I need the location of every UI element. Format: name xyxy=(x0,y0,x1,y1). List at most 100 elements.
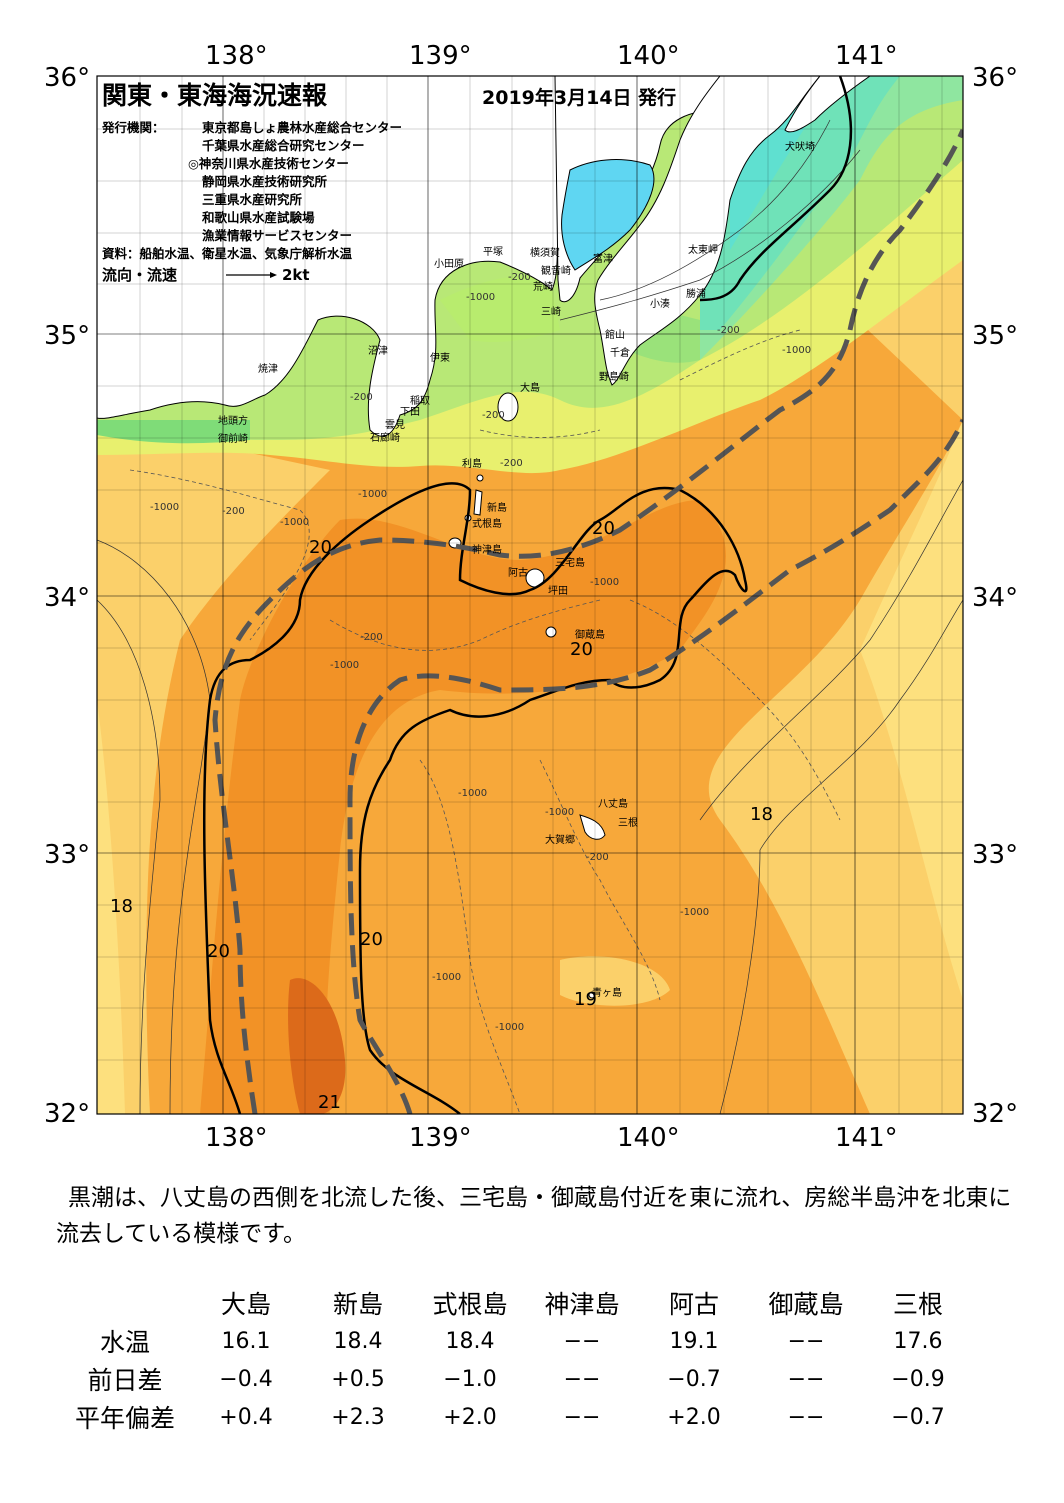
depth-label: -200 xyxy=(717,325,740,336)
data-source: 資料：船舶水温、衛星水温、気象庁解析水温 xyxy=(102,246,353,261)
place-names: 犬吠埼 太東岬 勝浦 小湊 富津 横須賀 観音崎 平塚 小田原 荒崎 三崎 館山… xyxy=(218,140,815,999)
depth-label: -1000 xyxy=(680,907,709,918)
place-label: 千倉 xyxy=(610,346,630,359)
place-label: 焼津 xyxy=(258,363,278,375)
place-label: 勝浦 xyxy=(686,287,706,300)
depth-label: -200 xyxy=(586,852,609,863)
place-label: 地頭方 xyxy=(218,414,248,427)
place-label: 平塚 xyxy=(483,246,503,258)
column-header: 阿古 xyxy=(668,1290,719,1319)
place-label: 観音崎 xyxy=(541,264,571,277)
publisher: 和歌山県水産試験場 xyxy=(201,210,315,225)
lat-label: 32° xyxy=(44,1099,90,1129)
table-cell: −0.7 xyxy=(667,1366,721,1392)
lat-label: 35° xyxy=(972,321,1018,351)
isotherm-label: 20 xyxy=(360,929,383,950)
place-label: 石廊崎 xyxy=(370,431,400,444)
row-header: 平年偏差 xyxy=(74,1404,175,1433)
depth-label: -1000 xyxy=(432,972,461,983)
latitude-labels-left: 36° 35° 34° 33° 32° xyxy=(44,63,90,1129)
place-label: 館山 xyxy=(605,328,625,341)
place-label: 八丈島 xyxy=(598,797,628,810)
place-label: 伊東 xyxy=(430,351,450,364)
place-label: 御蔵島 xyxy=(575,628,605,641)
publisher: ◎神奈川県水産技術センター xyxy=(188,156,349,171)
table-cell: −− xyxy=(787,1328,825,1354)
table-row: 前日差 −0.4 +0.5 −1.0 −− −0.7 −− −0.9 xyxy=(60,1360,974,1398)
place-label: 小湊 xyxy=(650,297,670,310)
flow-legend-label: 流向・流速 xyxy=(102,266,177,284)
place-label: 大島 xyxy=(520,381,540,394)
row-header: 水温 xyxy=(99,1328,150,1357)
place-label: 御前崎 xyxy=(218,432,248,445)
place-label: 式根島 xyxy=(472,517,502,530)
lon-label: 140° xyxy=(617,41,680,71)
isotherm-label: 20 xyxy=(207,941,230,962)
depth-label: -1000 xyxy=(495,1022,524,1033)
place-label: 稲取 xyxy=(410,395,430,407)
issue-date: 2019年3月14日 発行 xyxy=(482,86,676,109)
place-label: 利島 xyxy=(462,457,482,470)
row-header: 前日差 xyxy=(87,1366,163,1395)
table-cell: −− xyxy=(563,1328,601,1354)
depth-label: -1000 xyxy=(466,292,495,303)
lon-label: 141° xyxy=(835,41,898,71)
depth-label: -1000 xyxy=(545,807,574,818)
depth-label: -200 xyxy=(350,392,373,403)
column-header: 神津島 xyxy=(544,1290,620,1319)
publisher: 東京都島しょ農林水産総合センター xyxy=(202,120,402,135)
table-row: 平年偏差 +0.4 +2.3 +2.0 −− +2.0 −− −0.7 xyxy=(60,1398,974,1436)
depth-label: -1000 xyxy=(458,788,487,799)
lat-label: 34° xyxy=(972,583,1018,613)
table-cell: −− xyxy=(787,1404,825,1430)
table-cell: +0.4 xyxy=(219,1404,273,1430)
island-oshima xyxy=(497,392,519,422)
table-row: 水温 16.1 18.4 18.4 −− 19.1 −− 17.6 xyxy=(60,1322,974,1360)
place-label: 神津島 xyxy=(472,543,502,556)
table-cell: −− xyxy=(563,1404,601,1430)
table-cell: 18.4 xyxy=(445,1328,495,1354)
column-header: 式根島 xyxy=(432,1290,508,1319)
isotherm-label: 18 xyxy=(110,896,133,917)
table-cell: −0.7 xyxy=(891,1404,945,1430)
map-header: 関東・東海海況速報 2019年3月14日 発行 発行機関： 東京都島しょ農林水産… xyxy=(101,81,676,284)
map-title: 関東・東海海況速報 xyxy=(102,81,328,110)
place-label: 富津 xyxy=(593,252,613,265)
lon-label: 141° xyxy=(835,1123,898,1153)
depth-label: -1000 xyxy=(150,502,179,513)
publisher: 漁業情報サービスセンター xyxy=(202,228,352,243)
summary-paragraph: 黒潮は、八丈島の西側を北流した後、三宅島・御蔵島付近を東に流れ、房総半島沖を北東… xyxy=(56,1185,1012,1247)
lat-label: 35° xyxy=(44,321,90,351)
publisher: 静岡県水産技術研究所 xyxy=(202,174,328,189)
table-cell: 19.1 xyxy=(669,1328,719,1354)
table-cell: −− xyxy=(563,1366,601,1392)
land-boso xyxy=(594,76,821,386)
depth-label: -200 xyxy=(222,506,245,517)
isotherm-label: 18 xyxy=(750,804,773,825)
isotherm-label: 19 xyxy=(574,989,597,1010)
place-label: 犬吠埼 xyxy=(785,140,815,153)
island-mikurajima xyxy=(545,626,557,638)
publisher: 三重県水産研究所 xyxy=(202,192,303,207)
place-label: 小田原 xyxy=(434,258,464,270)
isotherm-labels: 20 20 20 18 18 20 20 19 21 xyxy=(110,518,773,1113)
place-label: 青ヶ島 xyxy=(592,986,622,999)
lat-label: 33° xyxy=(44,840,90,870)
temperature-field xyxy=(97,76,963,1114)
place-label: 三崎 xyxy=(541,305,561,318)
island-temperature-table: 大島 新島 式根島 神津島 阿古 御蔵島 三根 水温 16.1 18.4 18.… xyxy=(60,1284,974,1436)
land-honshu xyxy=(97,76,561,437)
longitude-labels-top: 138° 139° 140° 141° xyxy=(205,41,898,71)
isotherm-label: 20 xyxy=(309,537,332,558)
column-header: 御蔵島 xyxy=(768,1290,844,1319)
depth-label: -200 xyxy=(508,272,531,283)
arrowhead-icon xyxy=(270,272,277,278)
lat-label: 36° xyxy=(972,63,1018,93)
place-label: 野島崎 xyxy=(599,370,629,383)
table-cell: 17.6 xyxy=(893,1328,943,1354)
lon-label: 138° xyxy=(205,41,268,71)
depth-labels: -200 -1000 -200 -200 -200 -1000 -1000 -2… xyxy=(150,272,811,1033)
place-label: 三根 xyxy=(618,816,638,829)
depth-label: -200 xyxy=(500,458,523,469)
lat-label: 34° xyxy=(44,583,90,613)
